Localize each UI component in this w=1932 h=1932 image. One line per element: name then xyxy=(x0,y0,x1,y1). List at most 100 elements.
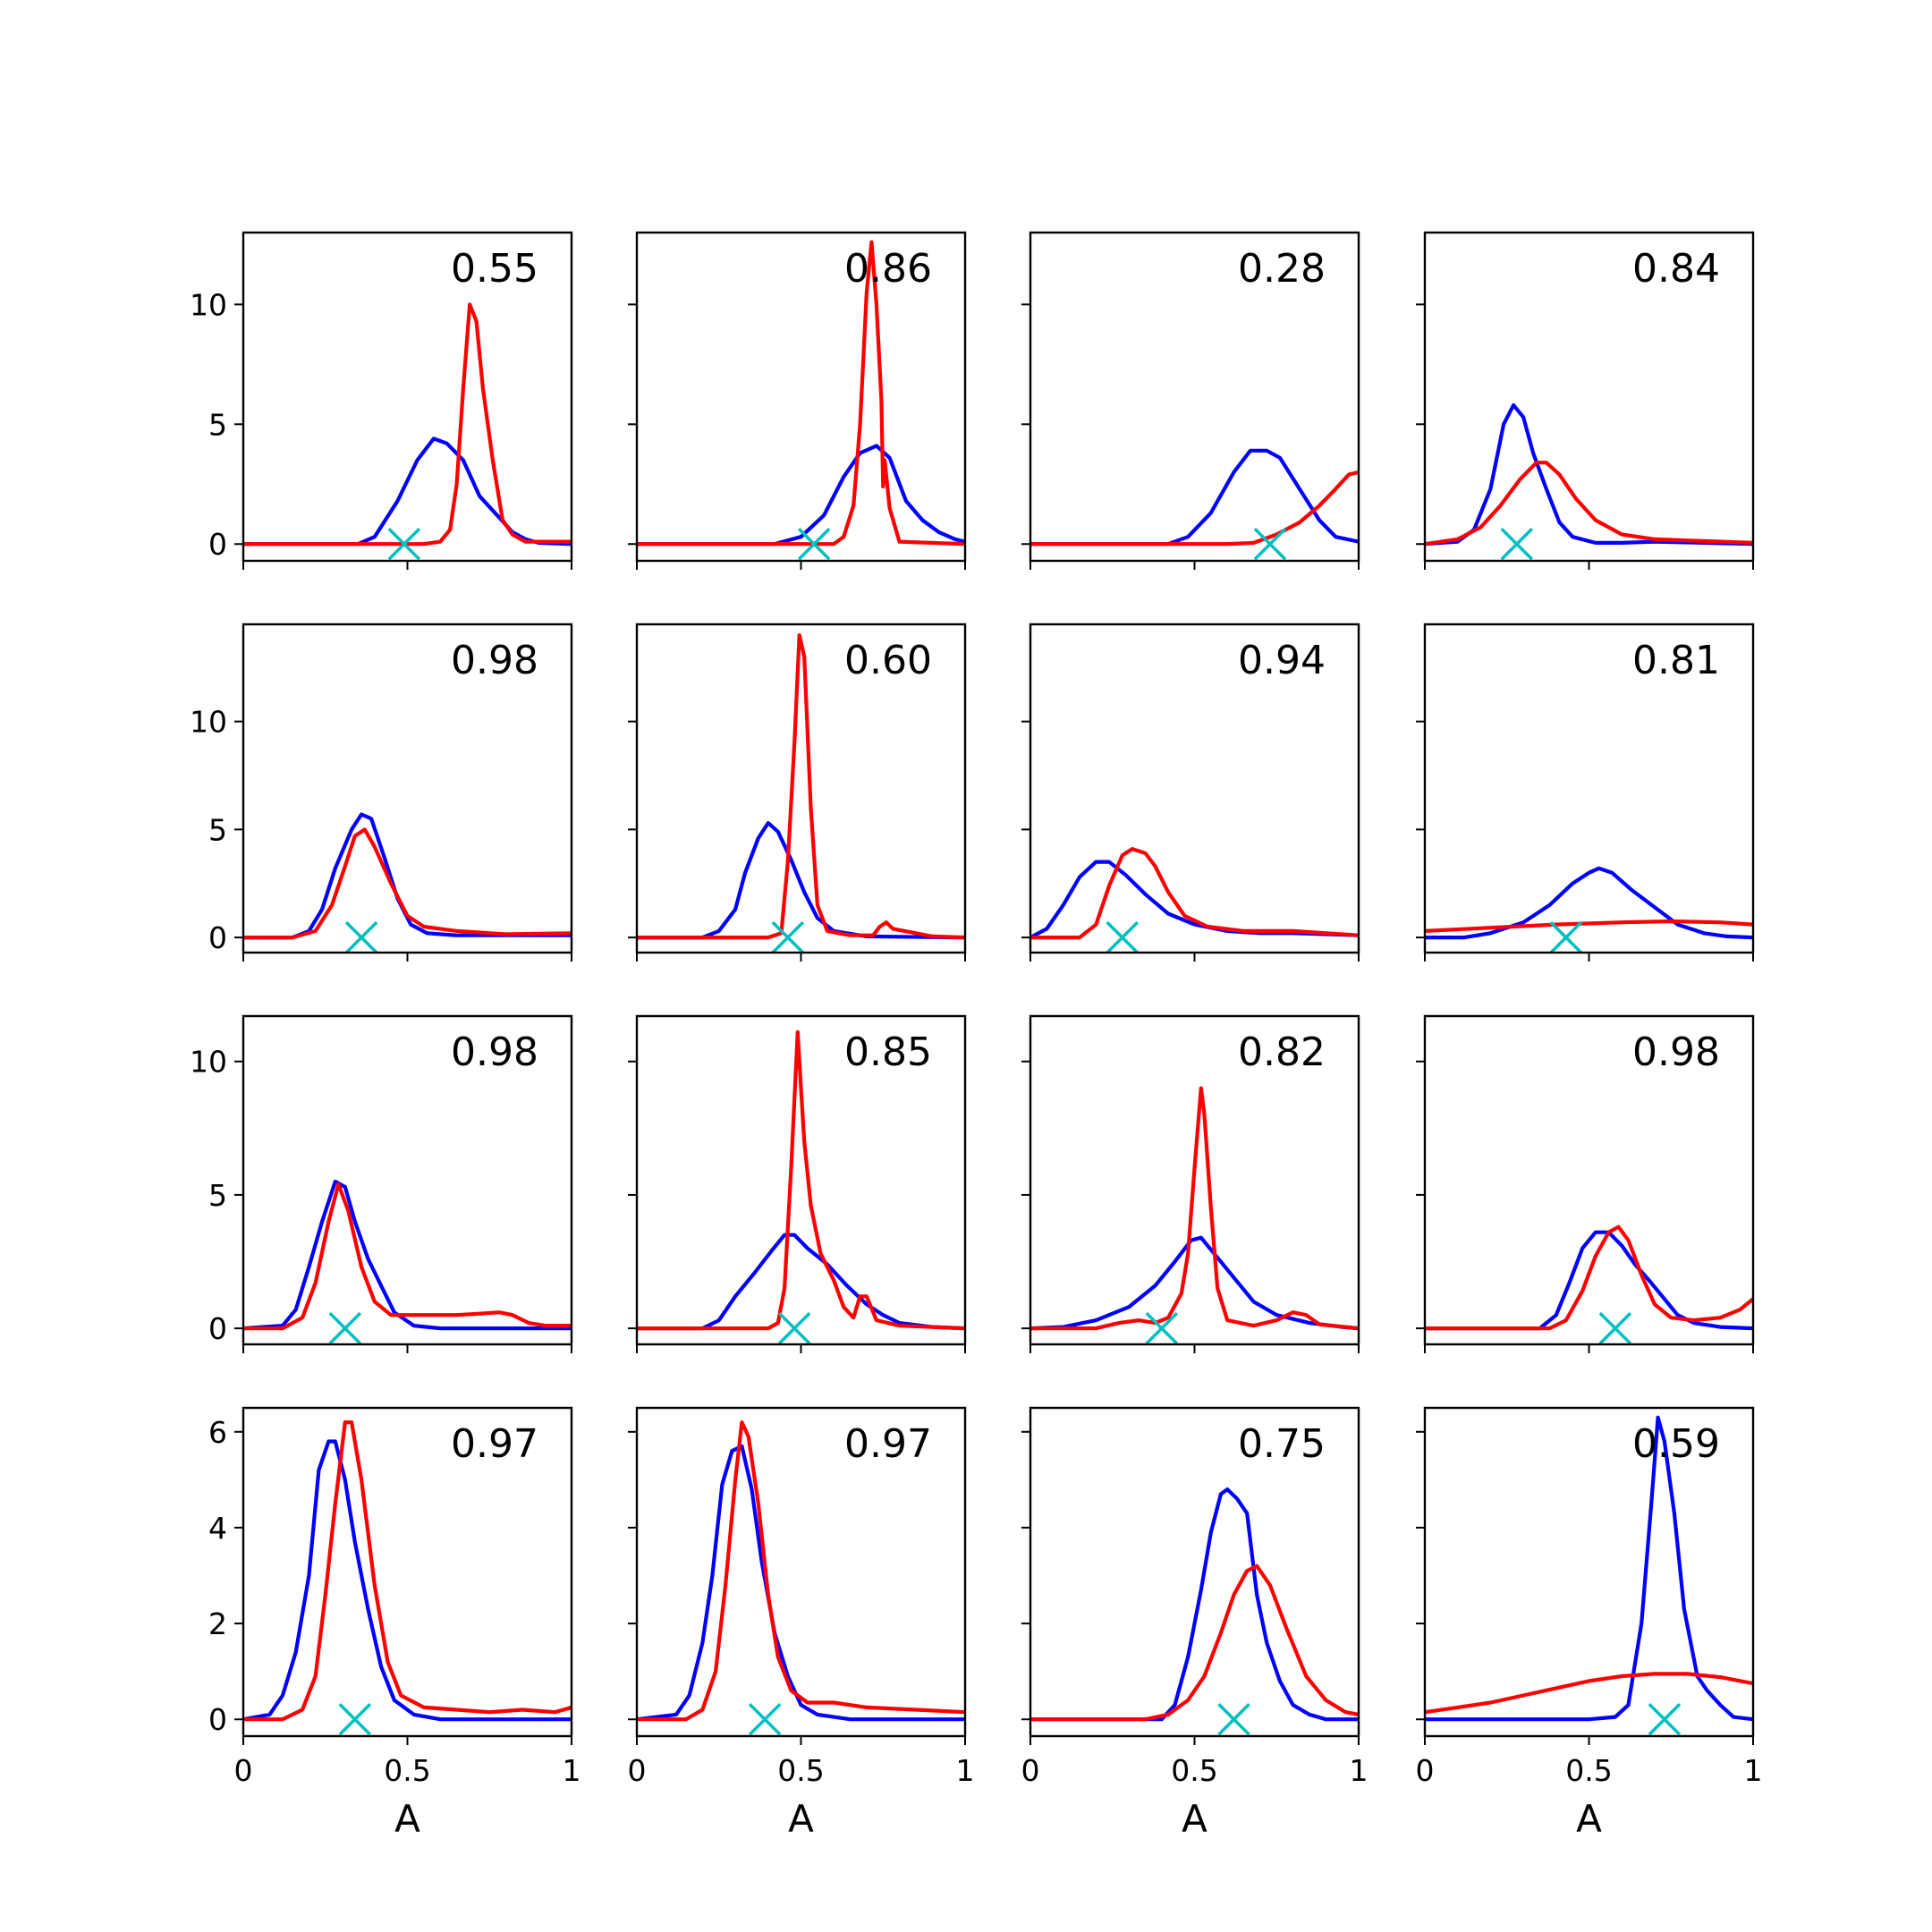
red-series-line xyxy=(1425,919,1753,933)
marker-stroke xyxy=(387,528,421,561)
correlation-label: 0.98 xyxy=(451,638,538,683)
subplot-10: 0.85 xyxy=(628,1014,967,1353)
marker-stroke xyxy=(777,1311,811,1345)
blue-series-line xyxy=(243,1439,572,1722)
blue-series-line xyxy=(1030,1235,1359,1331)
subplot-12: 0.98 xyxy=(1416,1014,1755,1353)
marker-stroke xyxy=(1145,1311,1179,1345)
x-axis-label: A xyxy=(788,1797,814,1841)
true-value-marker xyxy=(1106,920,1139,954)
correlation-label: 0.82 xyxy=(1238,1030,1326,1075)
x-tick-label: 0 xyxy=(1416,1753,1435,1788)
red-series-line xyxy=(1425,1224,1753,1331)
blue-series-line xyxy=(1425,402,1753,547)
true-value-marker xyxy=(328,1311,362,1345)
x-tick-label: 1 xyxy=(956,1753,975,1788)
blue-series-line xyxy=(1425,1230,1753,1331)
subplot-1: 0 5 10 0.55 xyxy=(190,231,573,570)
red-series-line xyxy=(243,302,572,547)
true-value-marker xyxy=(344,920,378,954)
marker-stroke xyxy=(338,1703,372,1736)
x-tick-label: 1 xyxy=(563,1753,581,1788)
blue-series-line xyxy=(243,436,572,547)
subplot-13: 0 2 4 6 0 0.5 1 A 0.97 xyxy=(208,1406,581,1841)
red-series-line xyxy=(243,1419,572,1722)
x-tick-label: 0.5 xyxy=(1171,1753,1217,1788)
marker-stroke xyxy=(748,1703,782,1736)
x-tick-label: 0.5 xyxy=(384,1753,430,1788)
true-value-marker xyxy=(1549,920,1583,954)
subplot-5: 0 5 10 0.98 xyxy=(190,623,573,962)
red-series-line xyxy=(637,632,965,940)
y-tick-label: 0 xyxy=(208,1311,227,1346)
x-axis-label: A xyxy=(1576,1797,1602,1841)
true-value-marker xyxy=(1145,1311,1179,1345)
true-value-marker xyxy=(338,1703,372,1736)
y-tick-label: 4 xyxy=(208,1511,227,1546)
red-series-line xyxy=(637,240,965,547)
true-value-marker xyxy=(771,920,805,954)
blue-series-line xyxy=(1030,860,1359,939)
marker-stroke xyxy=(1500,528,1533,561)
marker-stroke xyxy=(771,920,805,954)
marker-stroke xyxy=(1648,1703,1682,1736)
y-tick-label: 10 xyxy=(190,287,227,322)
true-value-marker xyxy=(1598,1311,1632,1345)
true-value-marker xyxy=(797,528,831,561)
true-value-marker xyxy=(1648,1703,1682,1736)
subplot-7: 0.94 xyxy=(1021,623,1360,962)
y-tick-label: 0 xyxy=(208,1702,227,1737)
blue-series-line xyxy=(637,1444,965,1722)
y-tick-label: 5 xyxy=(208,812,227,847)
correlation-label: 0.59 xyxy=(1632,1421,1720,1467)
subplot-4: 0.84 xyxy=(1416,231,1755,570)
correlation-label: 0.97 xyxy=(844,1421,932,1467)
x-tick-label: 0 xyxy=(1021,1753,1040,1788)
correlation-label: 0.94 xyxy=(1238,638,1326,683)
x-tick-label: 0 xyxy=(234,1753,253,1788)
correlation-label: 0.85 xyxy=(844,1030,932,1075)
blue-series-line xyxy=(637,444,965,547)
true-value-marker xyxy=(777,1311,811,1345)
subplot-3: 0.28 xyxy=(1021,231,1360,570)
marker-stroke xyxy=(1598,1311,1632,1345)
true-value-marker xyxy=(748,1703,782,1736)
blue-series-line xyxy=(1030,1487,1359,1722)
blue-series-line xyxy=(1425,866,1753,940)
marker-stroke xyxy=(344,920,378,954)
red-series-line xyxy=(637,1030,965,1331)
red-series-line xyxy=(637,1419,965,1722)
red-series-line xyxy=(1425,461,1753,547)
red-series-line xyxy=(1030,846,1359,940)
red-series-line xyxy=(243,1182,572,1331)
correlation-label: 0.55 xyxy=(451,246,538,292)
x-tick-label: 1 xyxy=(1350,1753,1368,1788)
red-series-line xyxy=(1030,1563,1359,1722)
true-value-marker xyxy=(1500,528,1533,561)
y-tick-label: 5 xyxy=(208,1178,227,1213)
y-tick-label: 10 xyxy=(190,1045,227,1080)
blue-series-line xyxy=(637,1233,965,1331)
true-value-marker xyxy=(1217,1703,1250,1736)
x-tick-label: 1 xyxy=(1744,1753,1763,1788)
marker-stroke xyxy=(1106,920,1139,954)
correlation-label: 0.60 xyxy=(844,638,932,683)
y-tick-label: 5 xyxy=(208,407,227,442)
subplot-9: 0 5 10 0.98 xyxy=(190,1014,573,1353)
y-tick-label: 0 xyxy=(208,527,227,562)
y-tick-label: 2 xyxy=(208,1606,227,1641)
marker-stroke xyxy=(328,1311,362,1345)
true-value-marker xyxy=(1253,528,1287,561)
subplot-14: 0 0.5 1 A 0.97 xyxy=(628,1406,975,1841)
blue-series-line xyxy=(637,820,965,940)
subplot-8: 0.81 xyxy=(1416,623,1755,962)
marker-stroke xyxy=(1217,1703,1250,1736)
correlation-label: 0.98 xyxy=(1632,1030,1720,1075)
y-tick-label: 0 xyxy=(208,920,227,955)
red-series-line xyxy=(243,827,572,940)
marker-stroke xyxy=(1253,528,1287,561)
correlation-label: 0.97 xyxy=(451,1421,538,1467)
subplot-11: 0.82 xyxy=(1021,1014,1360,1353)
correlation-label: 0.75 xyxy=(1238,1421,1326,1467)
